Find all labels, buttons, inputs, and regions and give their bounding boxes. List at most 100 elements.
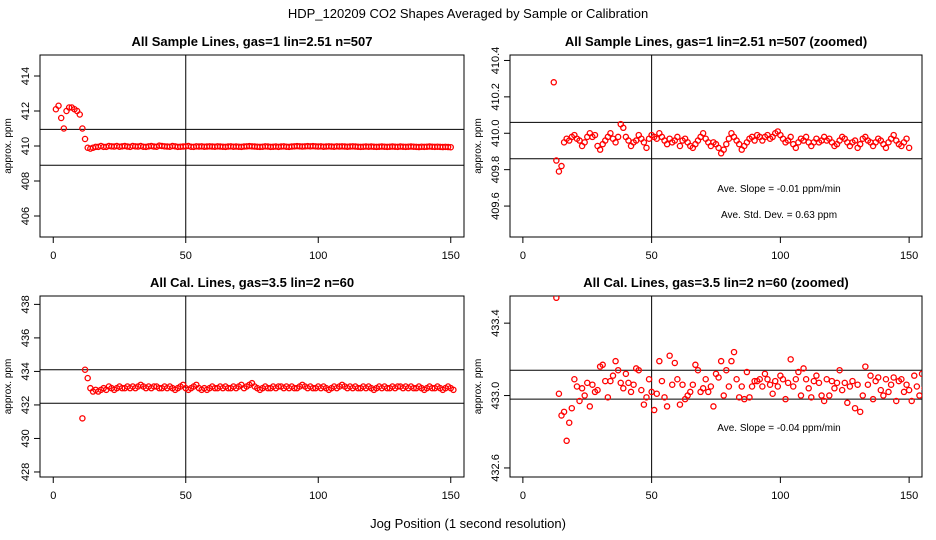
x-tick-label: 100	[771, 490, 789, 502]
y-axis-label: approx. ppm	[3, 359, 14, 415]
data-point	[674, 376, 681, 383]
y-tick-label: 412	[20, 102, 32, 120]
x-tick-label: 100	[771, 250, 789, 262]
data-point	[560, 408, 568, 416]
data-point	[614, 133, 622, 141]
y-tick-label: 410.2	[490, 83, 502, 111]
data-point	[707, 383, 715, 390]
data-point	[833, 379, 841, 387]
data-point	[918, 370, 922, 378]
data-point	[630, 381, 637, 388]
page-title: HDP_120209 CO2 Shapes Averaged by Sample…	[287, 6, 649, 21]
data-point	[921, 386, 922, 391]
data-point	[818, 392, 825, 399]
panel-title: All Sample Lines, gas=1 lin=2.51 n=507	[132, 34, 373, 49]
data-point	[602, 377, 609, 385]
data-point	[913, 383, 921, 390]
data-point	[699, 385, 707, 392]
data-point	[692, 361, 699, 369]
panel-1: All Sample Lines, gas=1 lin=2.51 n=507 0 5…	[3, 34, 465, 262]
data-point	[643, 394, 650, 401]
data-point	[568, 404, 576, 412]
data-points	[553, 296, 922, 445]
data-point	[846, 383, 854, 390]
data-point	[596, 146, 604, 153]
data-point	[838, 386, 846, 394]
data-point	[702, 376, 709, 383]
data-point	[81, 366, 89, 373]
y-tick-label: 436	[20, 329, 32, 347]
x-tick-label: 150	[442, 250, 460, 262]
data-point	[805, 385, 812, 392]
y-tick-label: 433.4	[490, 309, 502, 337]
global-x-axis-label: Jog Position (1 second resolution)	[370, 516, 566, 531]
data-point	[679, 381, 686, 388]
data-point	[586, 403, 594, 410]
data-point	[676, 401, 684, 408]
data-point	[79, 415, 86, 422]
data-point	[656, 357, 663, 365]
data-points	[550, 79, 913, 175]
data-point	[640, 401, 648, 408]
data-point	[862, 363, 869, 370]
x-tick-label: 0	[520, 250, 526, 262]
data-point	[725, 383, 733, 390]
data-point	[671, 359, 679, 367]
annotation-text: Ave. Slope = -0.04 ppm/min	[717, 423, 841, 434]
data-point	[905, 386, 913, 394]
y-axis-label: approx. ppm	[3, 118, 14, 174]
data-point	[880, 392, 887, 399]
x-tick-label: 100	[309, 490, 327, 502]
data-point	[836, 366, 843, 374]
data-point	[885, 388, 892, 396]
y-tick-label: 432	[20, 396, 32, 414]
data-point	[903, 381, 910, 388]
data-point	[622, 370, 630, 378]
data-point	[599, 361, 606, 369]
annotation-text: Ave. Std. Dev. = 0.63 ppm	[721, 210, 837, 221]
data-point	[787, 133, 794, 141]
data-point	[645, 376, 653, 383]
y-tick-label: 428	[20, 463, 32, 481]
y-tick-label: 406	[20, 207, 32, 225]
data-point	[594, 386, 601, 394]
data-point	[447, 143, 454, 151]
data-point	[813, 372, 820, 379]
x-tick-label: 50	[646, 490, 658, 502]
data-point	[764, 376, 771, 383]
panel-3: All Cal. Lines, gas=3.5 lin=2 n=60 0 50 100…	[3, 275, 465, 502]
data-point	[635, 366, 643, 374]
panel-title: All Cal. Lines, gas=3.5 lin=2 n=60 (zoom…	[583, 275, 849, 290]
data-point	[887, 381, 895, 388]
data-point	[790, 383, 797, 390]
data-point	[900, 388, 908, 396]
data-point	[444, 143, 452, 151]
data-point	[584, 379, 591, 387]
data-point	[841, 379, 849, 387]
x-tick-label: 50	[180, 490, 192, 502]
data-point	[851, 137, 859, 144]
annotation-text: Ave. Slope = -0.01 ppm/min	[717, 184, 841, 195]
data-point	[612, 139, 619, 146]
data-point	[79, 125, 86, 132]
data-point	[687, 388, 694, 396]
data-point	[581, 139, 588, 146]
y-tick-label: 409.6	[490, 192, 502, 220]
data-point	[715, 374, 722, 381]
data-point	[625, 379, 632, 387]
data-point	[576, 397, 583, 405]
x-tick-label: 50	[180, 250, 192, 262]
data-point	[810, 377, 818, 385]
y-axis-label: approx. ppm	[473, 359, 484, 415]
data-point	[720, 392, 727, 399]
y-tick-label: 410.0	[490, 119, 502, 147]
data-point	[800, 365, 807, 372]
data-point	[743, 368, 751, 376]
data-point	[725, 135, 733, 142]
data-point	[769, 390, 776, 397]
data-point	[759, 383, 766, 390]
y-tick-label: 410	[20, 137, 32, 155]
data-point	[558, 162, 565, 170]
data-point	[84, 374, 91, 382]
data-point	[638, 386, 645, 394]
